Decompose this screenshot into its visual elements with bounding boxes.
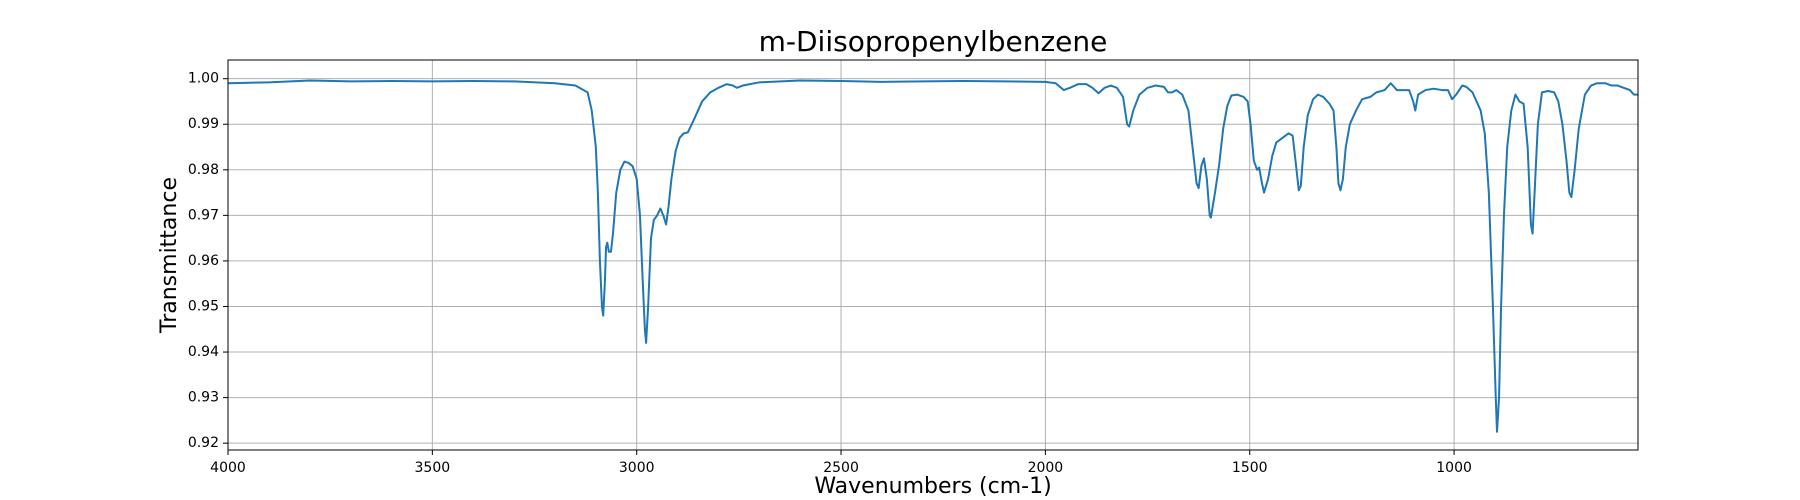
y-tick-label: 0.99 <box>188 116 219 132</box>
y-tick-label: 0.96 <box>188 253 219 269</box>
x-tick-label: 2500 <box>823 460 859 476</box>
x-tick-label: 3500 <box>415 460 451 476</box>
y-tick-label: 0.95 <box>188 298 219 314</box>
x-tick-label: 4000 <box>210 460 246 476</box>
y-axis-label: Transmittance <box>157 177 182 334</box>
y-tick-label: 0.94 <box>188 344 219 360</box>
x-tick-label: 3000 <box>619 460 655 476</box>
plot-frame <box>227 59 1639 451</box>
x-axis-label: Wavenumbers (cm-1) <box>814 474 1051 499</box>
spectrum-line <box>227 79 1638 433</box>
x-tick-label: 1500 <box>1232 460 1268 476</box>
y-tick-label: 0.93 <box>188 390 219 406</box>
y-tick-label: 1.00 <box>188 71 219 87</box>
y-tick-label: 0.92 <box>188 435 219 451</box>
x-tick-label: 1000 <box>1436 460 1472 476</box>
y-tick-label: 0.97 <box>188 207 219 223</box>
x-tick-label: 2000 <box>1028 460 1064 476</box>
y-tick-label: 0.98 <box>188 162 219 178</box>
chart-title: m-Diisopropenylbenzene <box>759 25 1108 58</box>
